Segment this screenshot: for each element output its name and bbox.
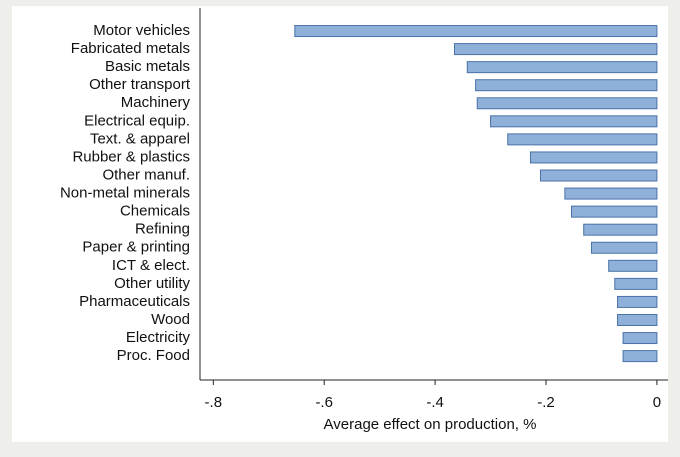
y-tick-label: Other manuf. bbox=[102, 166, 190, 183]
bar bbox=[529, 151, 658, 164]
bar bbox=[466, 61, 658, 74]
y-tick-label: Refining bbox=[135, 221, 190, 238]
y-tick-label: Motor vehicles bbox=[93, 22, 190, 39]
bar bbox=[490, 115, 658, 128]
y-tick-label: Machinery bbox=[121, 94, 191, 111]
y-tick-label: Other transport bbox=[89, 76, 191, 93]
x-tick-label: -.8 bbox=[205, 394, 223, 411]
bar bbox=[539, 169, 658, 182]
y-tick-label: Basic metals bbox=[105, 58, 190, 75]
panel bbox=[12, 6, 668, 442]
bar bbox=[571, 205, 658, 218]
y-tick-label: Proc. Food bbox=[117, 347, 190, 364]
bar bbox=[622, 350, 658, 363]
bar bbox=[507, 133, 658, 146]
y-tick-label: Paper & printing bbox=[82, 239, 190, 256]
bar bbox=[590, 241, 658, 254]
x-tick-label: -.2 bbox=[537, 394, 555, 411]
y-tick-label: Electrical equip. bbox=[84, 112, 190, 129]
y-tick-label: Fabricated metals bbox=[71, 40, 190, 57]
bar bbox=[476, 97, 658, 110]
y-tick-label: ICT & elect. bbox=[112, 257, 190, 274]
bar bbox=[475, 79, 658, 92]
y-tick-label: Rubber & plastics bbox=[72, 148, 190, 165]
y-tick-label: Non-metal minerals bbox=[60, 185, 190, 202]
y-tick-label: Text. & apparel bbox=[90, 130, 190, 147]
x-tick-label: 0 bbox=[653, 394, 661, 411]
bar bbox=[622, 332, 658, 345]
x-tick-label: -.6 bbox=[315, 394, 333, 411]
bar bbox=[294, 25, 658, 38]
y-tick-label: Electricity bbox=[126, 329, 191, 346]
bar bbox=[617, 313, 658, 326]
bar bbox=[583, 223, 658, 236]
x-tick-label: -.4 bbox=[426, 394, 444, 411]
y-tick-label: Pharmaceuticals bbox=[79, 293, 190, 310]
bar bbox=[608, 259, 658, 272]
bar bbox=[564, 187, 658, 200]
y-tick-label: Wood bbox=[151, 311, 190, 328]
x-axis-label: Average effect on production, % bbox=[324, 416, 537, 433]
bar bbox=[614, 277, 658, 290]
bar bbox=[454, 43, 658, 56]
y-tick-label: Other utility bbox=[114, 275, 190, 292]
y-tick-label: Chemicals bbox=[120, 203, 190, 220]
bar bbox=[617, 295, 658, 308]
